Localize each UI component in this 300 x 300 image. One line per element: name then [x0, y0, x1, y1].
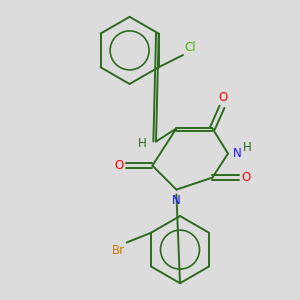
Text: O: O	[219, 92, 228, 104]
Text: Cl: Cl	[184, 41, 196, 54]
Text: H: H	[138, 137, 146, 151]
Text: H: H	[242, 141, 251, 154]
Text: O: O	[114, 159, 124, 172]
Text: O: O	[241, 171, 250, 184]
Text: Br: Br	[111, 244, 124, 256]
Text: N: N	[172, 194, 181, 207]
Text: N: N	[233, 147, 242, 160]
